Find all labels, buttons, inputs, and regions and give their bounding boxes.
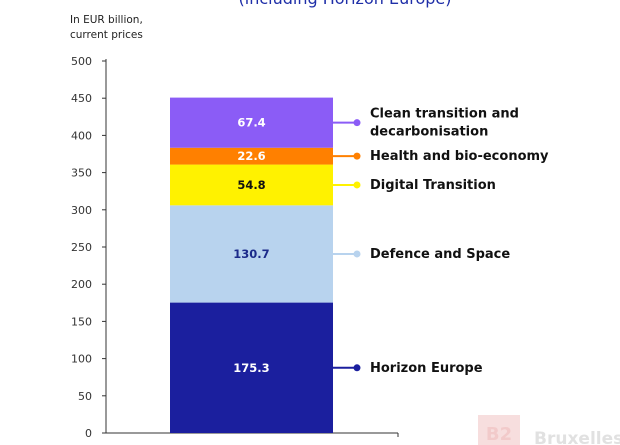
y-tick-label: 350 xyxy=(71,167,92,180)
legend-label-line: Horizon Europe xyxy=(370,361,483,376)
y-tick-label: 200 xyxy=(71,278,92,291)
bar-segment xyxy=(170,97,333,148)
legend-label-line: Digital Transition xyxy=(370,178,496,193)
data-label: 130.7 xyxy=(233,247,269,261)
watermark: B2 Bruxelles xyxy=(478,415,620,445)
data-label: 22.6 xyxy=(237,149,265,163)
legend-label-line: Defence and Space xyxy=(370,247,510,262)
y-tick-label: 0 xyxy=(85,427,92,440)
y-tick-label: 250 xyxy=(71,241,92,254)
chart-title: (including Horizon Europe) xyxy=(239,0,452,8)
y-unit-label-line2: current prices xyxy=(70,29,143,41)
legend-marker xyxy=(353,250,361,258)
legend-marker xyxy=(353,152,361,160)
axes: 0 50 100 150 200 250 300 350 400 450 500 xyxy=(71,55,399,440)
legend-marker xyxy=(353,364,361,372)
legend-label: Health and bio-economy xyxy=(370,149,549,164)
bar-segment xyxy=(170,302,333,433)
watermark-logo xyxy=(478,415,520,445)
legend: Horizon Europe Defence and Space Digital T… xyxy=(333,107,549,376)
y-tick-label: 400 xyxy=(71,129,92,142)
y-tick-label: 300 xyxy=(71,204,92,217)
y-unit-label-line1: In EUR billion, xyxy=(70,14,143,26)
legend-marker xyxy=(353,181,361,189)
bar-segment xyxy=(170,147,333,165)
legend-label: Defence and Space xyxy=(370,247,510,262)
bar-segment xyxy=(170,164,333,206)
bar-segments: 175.3 130.7 54.8 22.6 67.4 xyxy=(170,97,333,433)
legend-label-line: decarbonisation xyxy=(370,125,488,140)
y-tick-label: 50 xyxy=(78,390,92,403)
data-label: 54.8 xyxy=(237,178,265,192)
y-tick-label: 100 xyxy=(71,353,92,366)
legend-label: Digital Transition xyxy=(370,178,496,193)
y-tick-label: 450 xyxy=(71,92,92,105)
y-tick-label: 500 xyxy=(71,55,92,68)
data-label: 67.4 xyxy=(237,116,265,130)
watermark-logo-text: B2 xyxy=(486,424,512,445)
legend-marker xyxy=(353,119,361,127)
legend-label-line: Health and bio-economy xyxy=(370,149,549,164)
legend-label-line: Clean transition and xyxy=(370,107,519,122)
watermark-text: Bruxelles xyxy=(534,429,620,445)
legend-label: Horizon Europe xyxy=(370,361,483,376)
bar-segment xyxy=(170,205,333,303)
y-tick-label: 150 xyxy=(71,315,92,328)
data-label: 175.3 xyxy=(233,361,269,375)
legend-label: Clean transition and decarbonisation xyxy=(370,107,519,140)
